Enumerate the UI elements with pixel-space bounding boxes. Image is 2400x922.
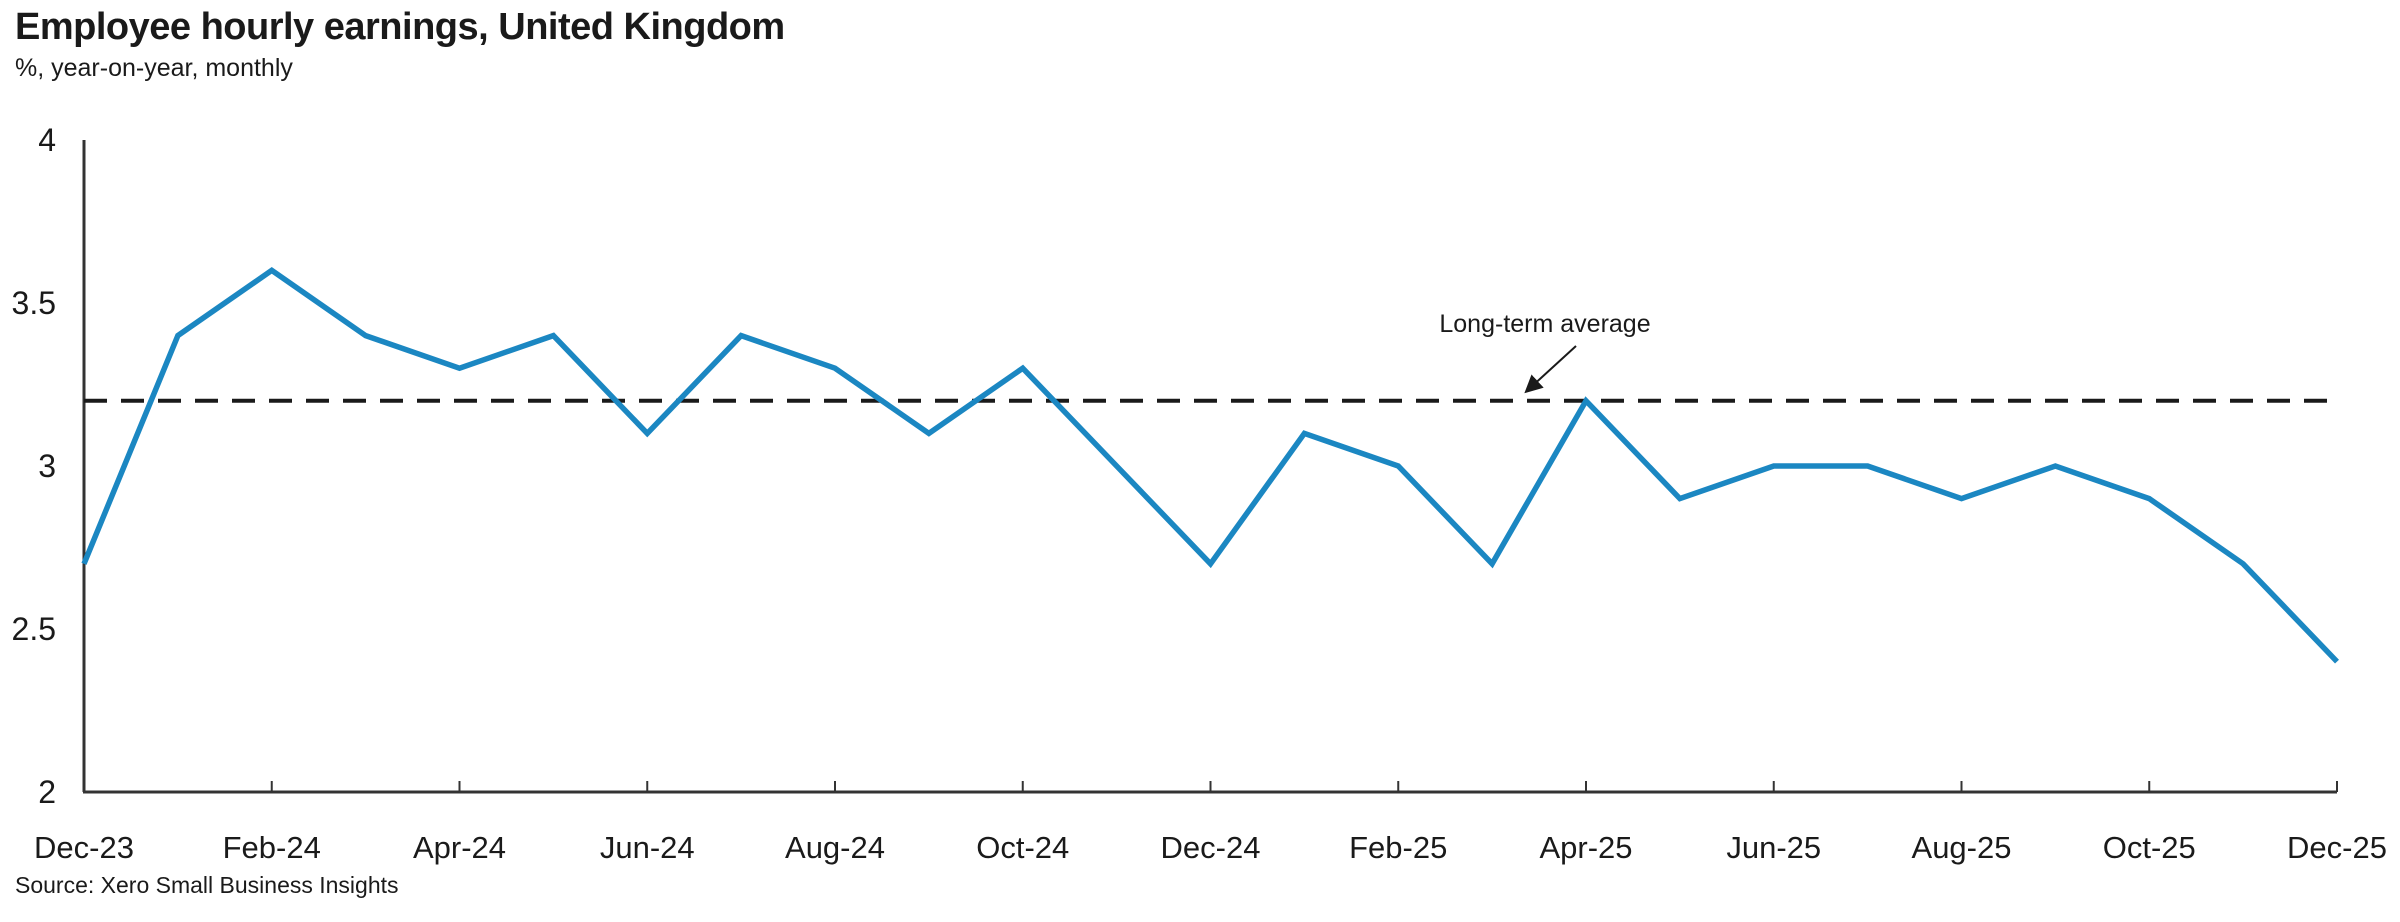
x-tick-label: Jun-25 (1726, 830, 1821, 865)
x-tick-label: Feb-25 (1349, 830, 1447, 865)
y-tick-label: 4 (38, 122, 56, 158)
x-tick-label: Apr-24 (413, 830, 506, 865)
annotation-arrow (1524, 345, 1577, 394)
y-tick-label: 2 (38, 774, 56, 810)
x-tick-label: Apr-25 (1539, 830, 1632, 865)
x-tick-label: Feb-24 (223, 830, 321, 865)
x-tick-label: Aug-24 (785, 830, 885, 865)
chart-subtitle: %, year-on-year, monthly (15, 54, 293, 82)
x-tick-label: Dec-25 (2287, 830, 2387, 865)
source-note: Source: Xero Small Business Insights (15, 872, 399, 898)
x-tick-label: Aug-25 (1912, 830, 2012, 865)
y-tick-label: 2.5 (12, 611, 56, 647)
x-tick-label: Oct-25 (2103, 830, 2196, 865)
y-tick-label: 3.5 (12, 285, 56, 321)
x-tick-label: Oct-24 (976, 830, 1069, 865)
x-tick-label: Jun-24 (600, 830, 695, 865)
x-tick-label: Dec-23 (34, 830, 134, 865)
long-term-average-label: Long-term average (1439, 310, 1650, 338)
y-tick-label: 3 (38, 448, 56, 484)
chart-title: Employee hourly earnings, United Kingdom (15, 6, 785, 48)
x-tick-label: Dec-24 (1161, 830, 1261, 865)
earnings-line-series (81, 267, 2339, 664)
